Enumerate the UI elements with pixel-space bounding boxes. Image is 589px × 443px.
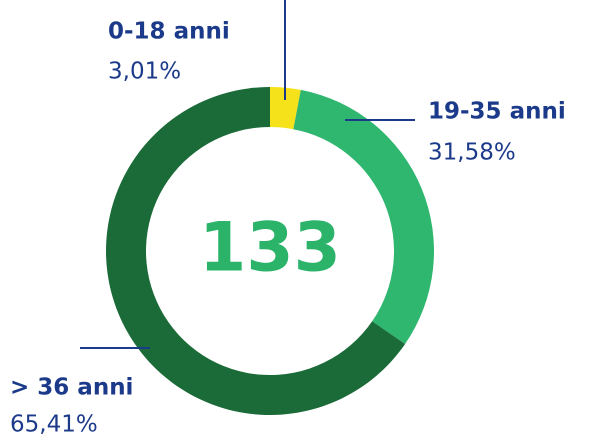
donut-segment: [270, 87, 301, 130]
value-label: 31,58%: [428, 140, 516, 166]
donut-segment: [293, 89, 434, 344]
center-value: 133: [199, 209, 341, 288]
category-label: 19-35 anni: [428, 99, 566, 125]
value-label: 65,41%: [10, 412, 98, 438]
category-label: > 36 anni: [10, 375, 133, 401]
value-label: 3,01%: [108, 59, 181, 85]
category-label: 0-18 anni: [108, 19, 230, 45]
